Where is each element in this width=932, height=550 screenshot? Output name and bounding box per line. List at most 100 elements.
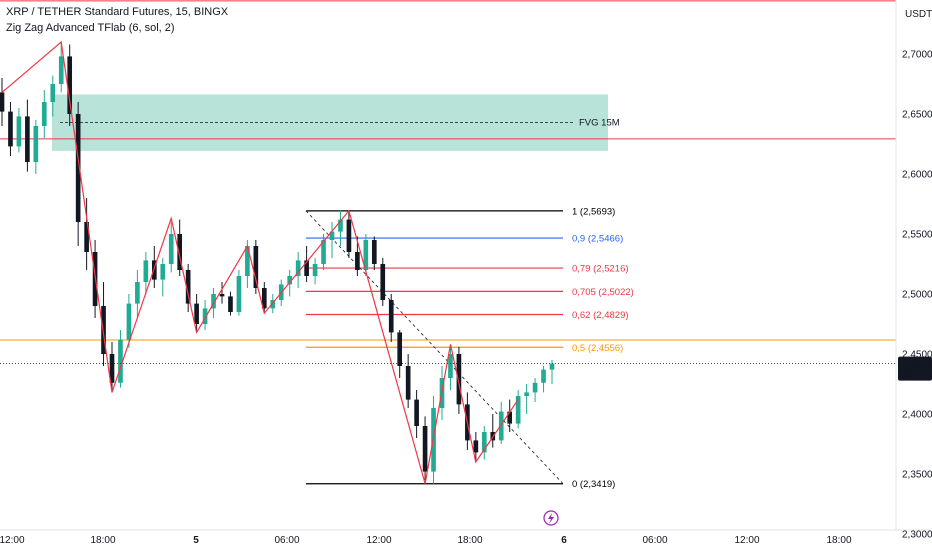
candle[interactable]: [473, 432, 479, 462]
candle[interactable]: [304, 246, 309, 282]
candle[interactable]: [84, 198, 89, 270]
candle[interactable]: [0, 78, 5, 126]
price-tick: 2,5500: [902, 230, 932, 241]
candle-body: [228, 296, 233, 312]
candle[interactable]: [414, 390, 419, 438]
fib-level-label: 1 (2,5693): [572, 206, 615, 217]
candle-body: [304, 260, 309, 276]
candle-body: [363, 240, 369, 270]
candle-body: [422, 426, 428, 472]
candle[interactable]: [295, 252, 301, 288]
candle[interactable]: [109, 342, 115, 393]
candle-body: [498, 411, 504, 441]
candle-body: [8, 111, 13, 147]
candle[interactable]: [524, 384, 529, 414]
candle-body: [380, 264, 386, 300]
candle[interactable]: [346, 211, 352, 258]
candle[interactable]: [498, 402, 504, 444]
candle-body: [532, 382, 538, 393]
fib-level-label: 0 (2,3419): [572, 479, 615, 490]
candle[interactable]: [312, 258, 318, 285]
fvg-label: FVG 15M: [579, 118, 620, 129]
last-price-tag[interactable]: [898, 356, 932, 381]
candle[interactable]: [481, 426, 487, 460]
candle[interactable]: [422, 416, 428, 480]
time-tick: 18:00: [457, 535, 482, 546]
fib-level-label: 0,5 (2,4556): [572, 343, 623, 354]
candle[interactable]: [371, 236, 377, 270]
candle[interactable]: [507, 399, 513, 432]
candle-body: [549, 363, 555, 370]
candle-body: [321, 240, 326, 264]
time-tick: 18:00: [90, 535, 115, 546]
candle[interactable]: [135, 270, 140, 318]
candle-body: [295, 260, 301, 276]
candle-body: [507, 411, 513, 424]
candle[interactable]: [143, 252, 149, 294]
candle-body: [338, 219, 343, 232]
time-tick: 12:00: [366, 535, 391, 546]
candle[interactable]: [194, 294, 199, 333]
candle[interactable]: [50, 75, 56, 117]
candle[interactable]: [202, 300, 208, 330]
candle-body: [236, 276, 242, 312]
time-tick: 18:00: [826, 535, 851, 546]
candle[interactable]: [168, 222, 174, 273]
candle[interactable]: [448, 344, 453, 390]
candle[interactable]: [228, 291, 233, 316]
zigzag-line[interactable]: [1, 40, 519, 484]
candle[interactable]: [75, 102, 81, 246]
indicator-legend[interactable]: Zig Zag Advanced TFlab (6, sol, 2): [6, 22, 175, 34]
candle[interactable]: [532, 378, 538, 402]
last-price-value: 2,4420: [902, 359, 932, 370]
candle[interactable]: [397, 330, 403, 378]
candle-body: [261, 288, 267, 309]
candle-body: [456, 354, 462, 405]
candle[interactable]: [541, 366, 546, 393]
candle[interactable]: [405, 354, 411, 408]
candle[interactable]: [456, 346, 462, 414]
candle-body: [287, 276, 293, 285]
candle-body: [135, 282, 140, 304]
candle[interactable]: [33, 120, 39, 174]
candle-body: [177, 234, 183, 270]
candle[interactable]: [126, 294, 132, 348]
candle-body: [329, 231, 335, 240]
candle[interactable]: [185, 264, 191, 312]
candle-body: [16, 116, 22, 147]
candle[interactable]: [41, 90, 47, 138]
lightning-icon[interactable]: [543, 510, 559, 526]
candle[interactable]: [388, 294, 394, 342]
fib-level-label: 0,62 (2,4829): [572, 310, 629, 321]
candle-body: [346, 219, 352, 252]
candle[interactable]: [160, 258, 166, 297]
candle[interactable]: [219, 282, 225, 304]
candle[interactable]: [177, 219, 183, 276]
candle-body: [202, 308, 208, 324]
candle[interactable]: [380, 258, 386, 306]
symbol-legend[interactable]: XRP / TETHER Standard Futures, 15, BINGX: [6, 6, 229, 18]
candle[interactable]: [363, 234, 369, 276]
candle[interactable]: [25, 99, 30, 172]
candle[interactable]: [67, 44, 73, 126]
candle[interactable]: [321, 234, 326, 270]
candle[interactable]: [236, 270, 242, 316]
candle[interactable]: [253, 240, 259, 294]
candle[interactable]: [118, 330, 123, 388]
candle-body: [25, 116, 30, 162]
candle-body: [473, 440, 479, 453]
candle[interactable]: [261, 282, 267, 314]
candle[interactable]: [338, 210, 343, 246]
candle[interactable]: [515, 390, 521, 429]
candle-body: [371, 240, 377, 264]
candle[interactable]: [58, 42, 64, 93]
candle-body: [67, 56, 73, 114]
candle[interactable]: [329, 222, 335, 258]
candle[interactable]: [8, 102, 13, 156]
candle-body: [245, 246, 250, 276]
candle[interactable]: [16, 108, 22, 153]
candle-body: [312, 264, 318, 276]
candle[interactable]: [490, 414, 496, 448]
price-tick: 2,4500: [902, 350, 932, 361]
